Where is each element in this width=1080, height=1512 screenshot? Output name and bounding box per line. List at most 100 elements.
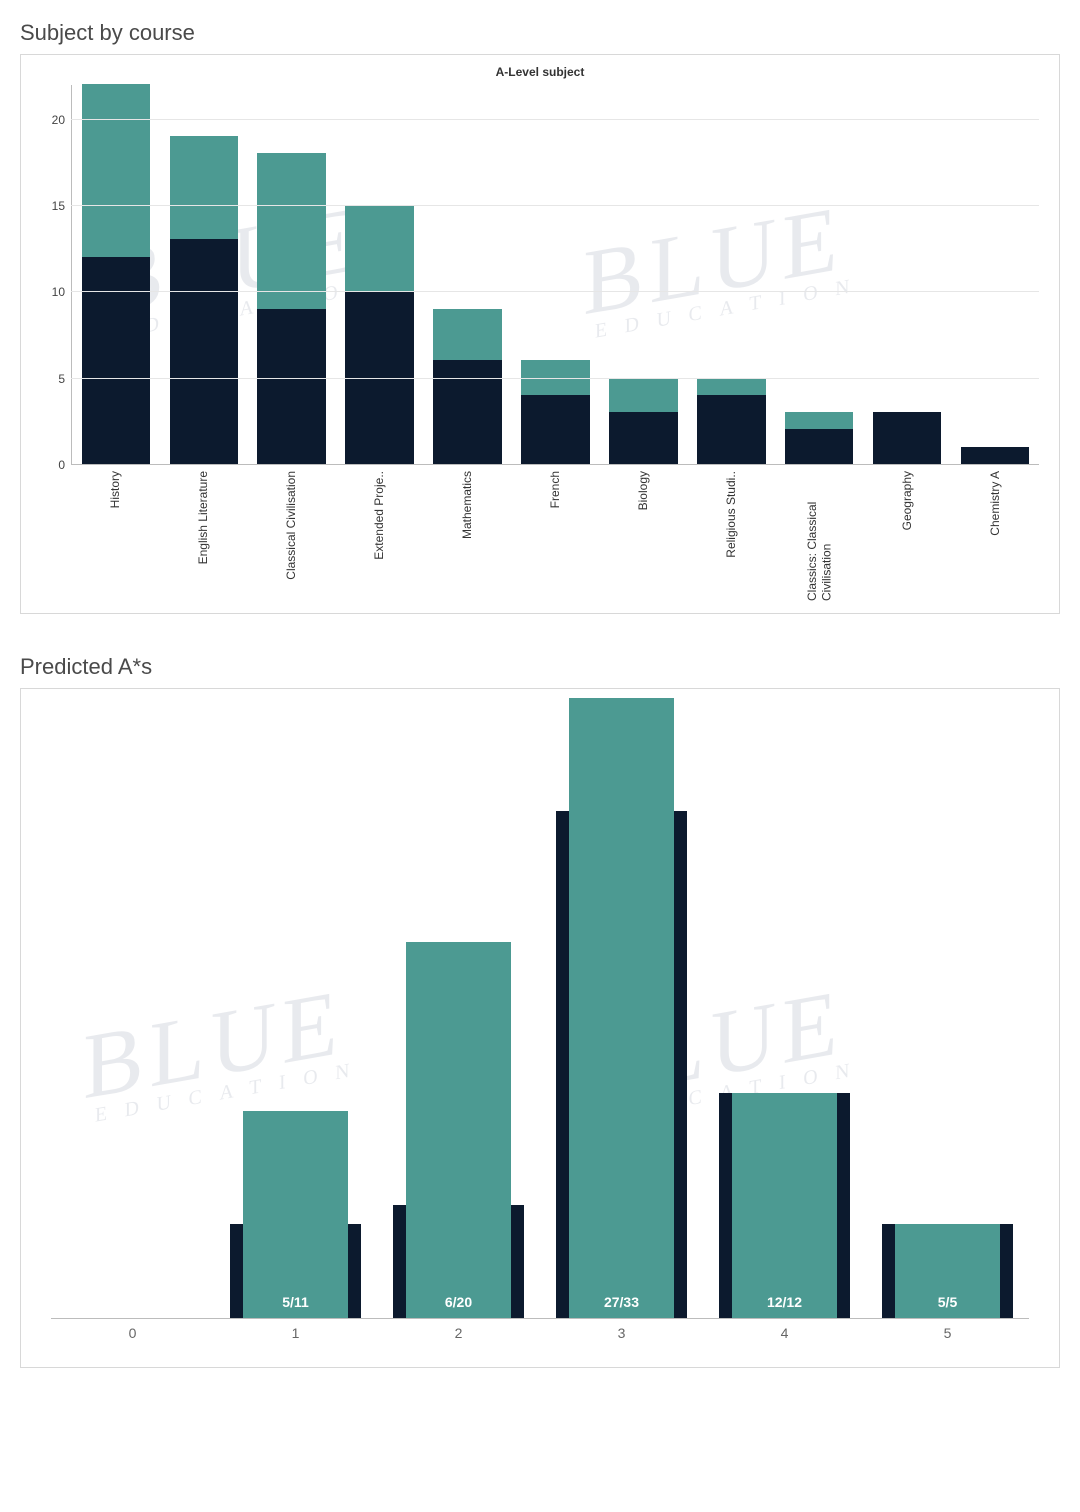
bar-slot: 5/11 — [214, 699, 377, 1318]
chart1-plot-area: 05101520 — [71, 85, 1039, 465]
x-label-slot: Classics: Classical Civilisation — [775, 465, 863, 605]
bar-slot: 12/12 — [703, 699, 866, 1318]
x-label: Classics: Classical Civilisation — [805, 471, 834, 601]
predicted-astars-section: Predicted A*s BLUE EDUCATION BLUE EDUCAT… — [20, 654, 1060, 1368]
chart1-title: Subject by course — [20, 20, 1060, 46]
bar-front — [243, 1111, 347, 1318]
in-bar-label: 5/11 — [214, 1294, 377, 1310]
bar-slot — [863, 85, 951, 464]
bar-segment-dark — [82, 257, 151, 464]
bar-slot — [424, 85, 512, 464]
x-label-slot: Geography — [863, 465, 951, 605]
in-bar-label: 27/33 — [540, 1294, 703, 1310]
x-label-slot: Mathematics — [423, 465, 511, 605]
bar-slot — [336, 85, 424, 464]
bar-segment-dark — [873, 412, 942, 464]
stacked-bar — [521, 360, 590, 464]
gridline — [71, 291, 1039, 292]
bar-slot — [599, 85, 687, 464]
x-label: 2 — [377, 1325, 540, 1341]
stacked-bar — [433, 309, 502, 464]
y-tick: 10 — [52, 285, 65, 299]
chart1-container: BLUE EDUCATION BLUE EDUCATION A-Level su… — [20, 54, 1060, 614]
stacked-bar — [345, 205, 414, 464]
stacked-bar — [873, 412, 942, 464]
chart1-bars — [71, 85, 1039, 465]
chart2-title: Predicted A*s — [20, 654, 1060, 680]
stacked-bar — [257, 153, 326, 464]
stacked-bar — [961, 447, 1030, 464]
bar-segment-teal — [82, 84, 151, 257]
bar-slot — [512, 85, 600, 464]
x-label: Biology — [636, 471, 650, 510]
y-tick: 5 — [58, 372, 65, 386]
bar-front — [732, 1093, 836, 1318]
bar-slot — [248, 85, 336, 464]
bar-slot — [687, 85, 775, 464]
stacked-bar — [170, 136, 239, 464]
x-label-slot: English Literature — [159, 465, 247, 605]
y-tick: 15 — [52, 199, 65, 213]
bar-slot — [951, 85, 1039, 464]
bar-segment-teal — [170, 136, 239, 240]
chart2-x-labels: 012345 — [51, 1325, 1029, 1341]
bar-slot — [72, 85, 160, 464]
x-label-slot: Classical Civilisation — [247, 465, 335, 605]
bar-slot — [51, 699, 214, 1318]
bar-segment-teal — [697, 378, 766, 395]
bar-segment-teal — [257, 153, 326, 308]
chart1-y-axis: 05101520 — [31, 85, 71, 465]
in-bar-label: 12/12 — [703, 1294, 866, 1310]
chart2-bars: 5/116/2027/3312/125/5 — [51, 699, 1029, 1318]
gridline — [71, 378, 1039, 379]
x-label: Geography — [900, 471, 914, 530]
x-label: Chemistry A — [988, 471, 1002, 536]
gridline — [71, 205, 1039, 206]
x-label: French — [548, 471, 562, 508]
in-bar-label: 6/20 — [377, 1294, 540, 1310]
bar-segment-dark — [609, 412, 678, 464]
bar-slot: 6/20 — [377, 699, 540, 1318]
subject-by-course-section: Subject by course BLUE EDUCATION BLUE ED… — [20, 20, 1060, 614]
stacked-bar — [697, 378, 766, 464]
bar-segment-dark — [961, 447, 1030, 464]
bar-segment-dark — [433, 360, 502, 464]
x-label-slot: Extended Proje.. — [335, 465, 423, 605]
chart2-plot-area: 5/116/2027/3312/125/5 — [51, 699, 1029, 1319]
stacked-bar — [785, 412, 854, 464]
y-tick: 0 — [58, 458, 65, 472]
y-tick: 20 — [52, 113, 65, 127]
bar-segment-teal — [345, 205, 414, 291]
x-label-slot: History — [71, 465, 159, 605]
x-label: 3 — [540, 1325, 703, 1341]
x-label: Extended Proje.. — [372, 471, 386, 560]
x-label: Religious Studi.. — [724, 471, 738, 558]
x-label: Classical Civilisation — [284, 471, 298, 580]
stacked-bar — [609, 378, 678, 464]
bar-segment-dark — [521, 395, 590, 464]
bar-segment-teal — [433, 309, 502, 361]
x-label: Mathematics — [460, 471, 474, 539]
bar-slot: 5/5 — [866, 699, 1029, 1318]
in-bar-label: 5/5 — [866, 1294, 1029, 1310]
bar-slot — [775, 85, 863, 464]
bar-front — [406, 942, 510, 1318]
bar-slot: 27/33 — [540, 699, 703, 1318]
x-label: History — [108, 471, 122, 508]
bar-segment-teal — [609, 378, 678, 413]
x-label-slot: Chemistry A — [951, 465, 1039, 605]
chart2-container: BLUE EDUCATION BLUE EDUCATION 5/116/2027… — [20, 688, 1060, 1368]
bar-segment-dark — [170, 239, 239, 464]
bar-segment-dark — [257, 309, 326, 464]
x-label: 4 — [703, 1325, 866, 1341]
x-label-slot: Religious Studi.. — [687, 465, 775, 605]
chart1-x-labels: History English Literature Classical Civil… — [71, 465, 1039, 605]
x-label: English Literature — [196, 471, 210, 564]
x-label: 5 — [866, 1325, 1029, 1341]
bar-front — [569, 698, 673, 1318]
x-label: 0 — [51, 1325, 214, 1341]
stacked-bar — [82, 84, 151, 464]
x-label-slot: Biology — [599, 465, 687, 605]
bar-segment-dark — [697, 395, 766, 464]
bar-segment-dark — [785, 429, 854, 464]
